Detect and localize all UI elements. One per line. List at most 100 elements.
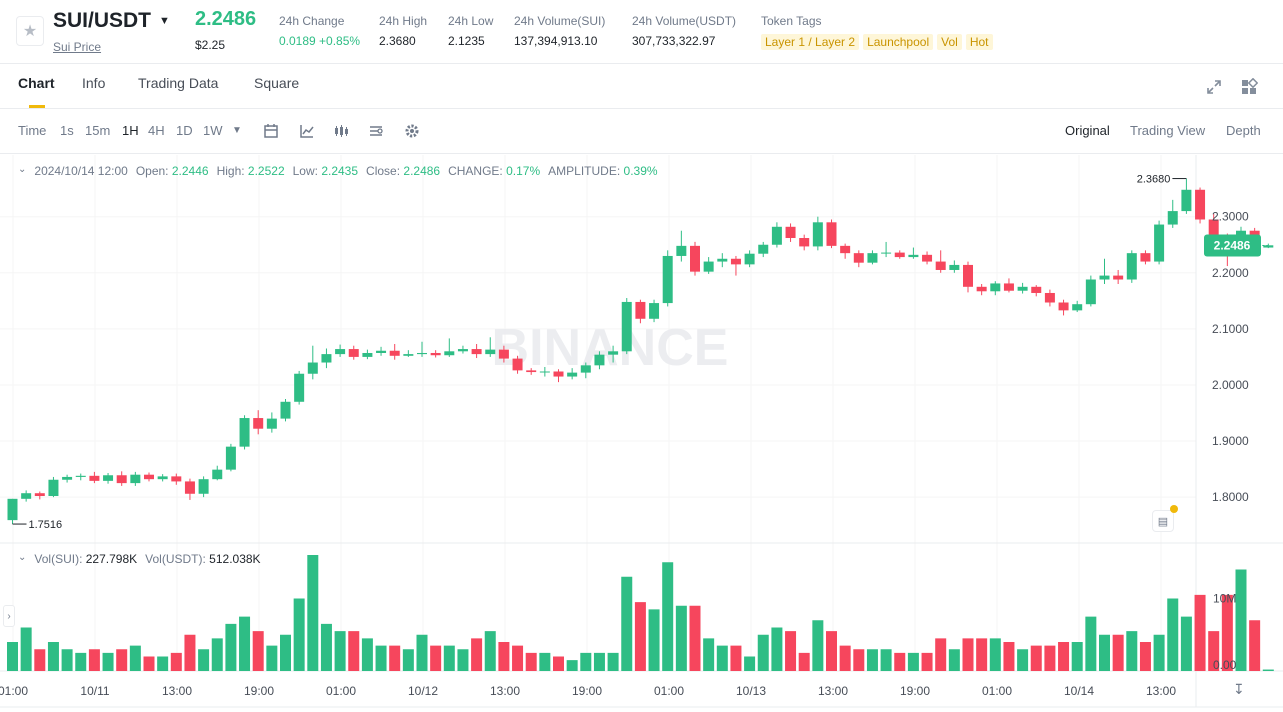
candle-body [307, 362, 318, 374]
candle-body [348, 349, 359, 357]
expand-icon[interactable] [1205, 78, 1223, 96]
interval-15m[interactable]: 15m [85, 123, 111, 138]
chart-grid [0, 155, 1283, 708]
candle-body [662, 255, 673, 304]
price-tick-label: 2.1000 [1212, 322, 1249, 336]
tag-hot[interactable]: Hot [965, 34, 993, 50]
tab-chart[interactable]: Chart [18, 75, 55, 91]
volume-bar [907, 652, 919, 671]
interval-1s[interactable]: 1s [60, 123, 74, 138]
candle-body [758, 244, 769, 254]
volume-bar [716, 645, 728, 671]
view-original[interactable]: Original [1065, 123, 1110, 138]
sui-price-link[interactable]: Sui Price [53, 40, 102, 54]
change-value: 0.17% [506, 164, 541, 178]
ohlc-date: 2024/10/14 12:00 [34, 164, 128, 178]
volume-bar [320, 623, 332, 671]
vol-sui-label: Vol(SUI): [34, 552, 83, 566]
caret-down-icon: ▼ [159, 15, 170, 27]
last-price: 2.2486 [195, 8, 257, 30]
candle-body [130, 474, 141, 484]
collapse-chevron-icon[interactable]: ⌄ [18, 164, 27, 175]
candle-body [608, 351, 619, 355]
candle-body [280, 401, 291, 419]
interval-time[interactable]: Time [18, 123, 47, 138]
candle-body [75, 475, 86, 477]
amplitude-label: AMPLITUDE: [548, 164, 621, 178]
volume-bar [798, 652, 810, 671]
tab-trading-data[interactable]: Trading Data [138, 75, 219, 91]
expand-left-chevron-icon[interactable]: › [3, 605, 15, 627]
candle-body [1113, 275, 1124, 280]
time-tick-label: 10/13 [736, 684, 766, 698]
candle-body [690, 245, 700, 272]
volume-bar [1167, 598, 1179, 671]
candle-body [771, 226, 782, 245]
layout-grid-icon[interactable] [1240, 78, 1258, 96]
candle-body [526, 370, 537, 373]
candle-body [1263, 245, 1274, 248]
time-tick-label: 13:00 [162, 684, 192, 698]
interval-1h[interactable]: 1H [122, 123, 139, 138]
tag-layer[interactable]: Layer 1 / Layer 2 [761, 34, 860, 50]
volume-bar [744, 656, 756, 671]
pair-selector[interactable]: SUI/USDT ▼ [53, 9, 170, 33]
candle-body [403, 354, 414, 356]
interval-4h[interactable]: 4H [148, 123, 165, 138]
interval-1w[interactable]: 1W [203, 123, 223, 138]
volume-bar [211, 638, 223, 671]
candle-body [990, 283, 1001, 292]
low-value: 2.2435 [321, 164, 359, 178]
candle-body [21, 493, 32, 499]
volume-bar [498, 642, 510, 671]
volume-bar [525, 652, 537, 671]
gear-icon[interactable] [404, 123, 420, 139]
price-tick-label: 1.8000 [1212, 490, 1249, 504]
candle-body [1031, 286, 1042, 293]
candle-body [1058, 302, 1069, 311]
candle-body [1140, 253, 1151, 262]
open-value: 2.2446 [171, 164, 209, 178]
interval-1d[interactable]: 1D [176, 123, 193, 138]
volume-bar [198, 649, 210, 671]
volume-bar [703, 638, 715, 671]
tag-vol[interactable]: Vol [937, 34, 962, 50]
favorite-star-icon[interactable]: ★ [16, 16, 44, 46]
price-tick-label: 1.9000 [1212, 434, 1249, 448]
interval-more-caret-icon[interactable]: ▼ [232, 125, 242, 136]
volume-bar [1194, 594, 1206, 671]
indicator-icon[interactable] [299, 123, 315, 139]
volume-bar [1044, 645, 1056, 671]
candle-body [853, 253, 864, 263]
volume-bar [1085, 616, 1097, 671]
time-tick-label: 01:00 [326, 684, 356, 698]
candle-body [144, 474, 154, 480]
volume-bar [170, 652, 182, 671]
stat-value: 307,733,322.97 [632, 34, 716, 48]
view-depth[interactable]: Depth [1226, 123, 1261, 138]
volume-bar [7, 642, 18, 671]
candle-type-icon[interactable] [333, 123, 349, 139]
candle-body [963, 264, 973, 287]
candle-body [881, 252, 892, 254]
scale-toggle-icon[interactable]: ↧ [1233, 681, 1245, 697]
tag-launchpool[interactable]: Launchpool [863, 34, 934, 50]
calendar-icon[interactable] [263, 123, 279, 139]
candle-body [1017, 286, 1028, 291]
volume-bar [348, 631, 360, 671]
tab-info[interactable]: Info [82, 75, 106, 91]
stat-24h-change: 24h Change 0.0189 +0.85% [279, 14, 360, 48]
tab-square[interactable]: Square [254, 75, 300, 91]
notes-widget-icon[interactable]: ▤ [1152, 510, 1174, 532]
vol-usdt-label: Vol(USDT): [145, 552, 206, 566]
volume-bar [47, 642, 59, 671]
chart-settings-list-icon[interactable] [368, 123, 384, 139]
view-trading-view[interactable]: Trading View [1130, 123, 1206, 138]
volume-bar [430, 645, 442, 671]
volume-bar [443, 645, 455, 671]
collapse-chevron-icon[interactable]: ⌄ [18, 552, 27, 563]
volume-bar [580, 652, 592, 671]
candle-body [744, 253, 755, 265]
candle-body [294, 373, 305, 402]
candle-body [1167, 211, 1178, 225]
